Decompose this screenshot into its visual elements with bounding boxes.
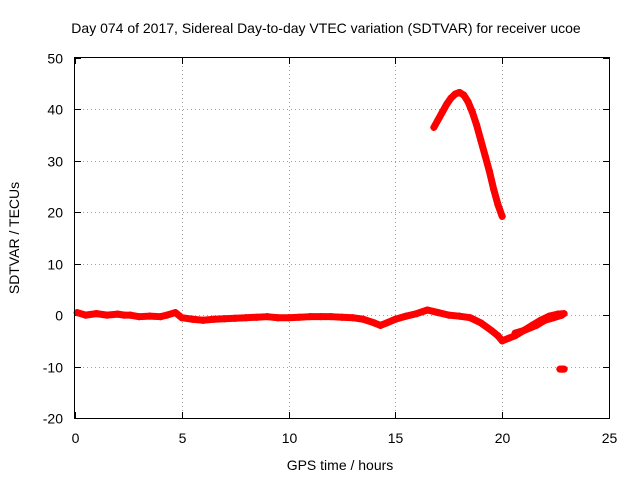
data-point — [498, 212, 506, 220]
y-tick-label: 30 — [47, 154, 63, 170]
series — [511, 310, 568, 337]
y-tick-label: 20 — [47, 205, 63, 221]
data-point — [560, 310, 568, 318]
y-tick-label: 50 — [47, 51, 63, 67]
x-tick-label: 15 — [388, 430, 404, 446]
y-tick-label: -20 — [43, 411, 63, 427]
x-tick-label: 10 — [282, 430, 298, 446]
y-tick-label: -10 — [43, 360, 63, 376]
chart-title: Day 074 of 2017, Sidereal Day-to-day VTE… — [71, 20, 581, 36]
series — [556, 365, 568, 373]
grid — [75, 58, 609, 418]
x-tick-label: 5 — [179, 430, 187, 446]
x-tick-label: 25 — [602, 430, 618, 446]
x-tick-label: 0 — [72, 430, 80, 446]
y-tick-label: 40 — [47, 102, 63, 118]
y-tick-label: 0 — [55, 308, 63, 324]
series — [430, 88, 506, 220]
axis-ticks — [75, 58, 610, 419]
y-tick-labels: -20 -10 0 10 20 30 40 50 — [43, 51, 63, 427]
data-series — [73, 88, 568, 373]
y-tick-label: 10 — [47, 257, 63, 273]
plot-frame — [74, 57, 610, 419]
x-axis-label: GPS time / hours — [287, 457, 394, 473]
x-tick-label: 20 — [495, 430, 511, 446]
series — [73, 306, 566, 345]
x-tick-labels: 0 5 10 15 20 25 — [72, 430, 618, 446]
y-axis-label: SDTVAR / TECUs — [6, 182, 22, 294]
data-point — [560, 365, 568, 373]
